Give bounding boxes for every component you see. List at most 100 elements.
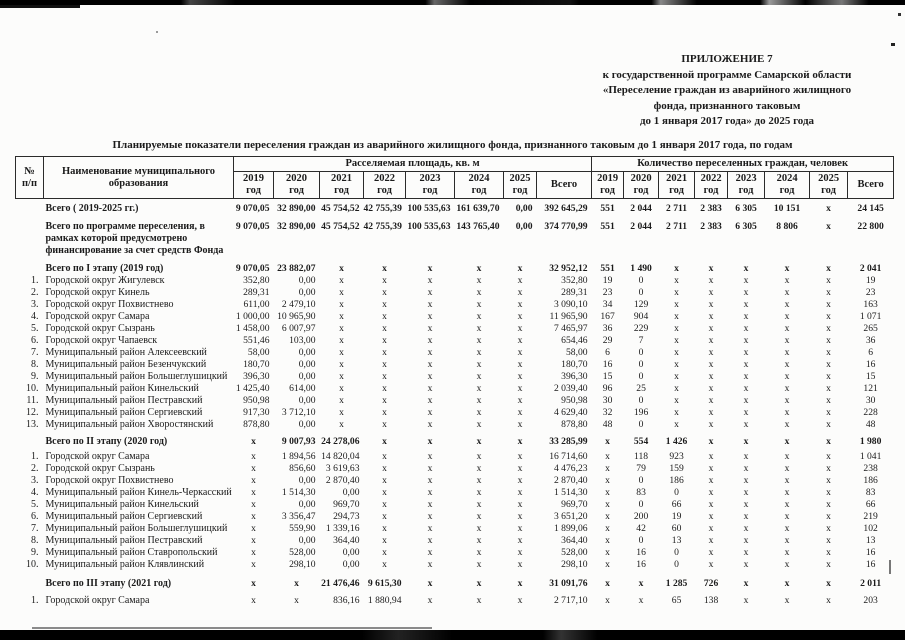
area-value: 396,30 — [561, 371, 588, 382]
area-value: x — [339, 287, 344, 298]
area-value: 4 476,23 — [553, 463, 588, 474]
area-value: x — [339, 335, 344, 346]
count-value: x — [605, 451, 610, 462]
count-value: 163 — [863, 299, 878, 310]
count-value: 0 — [638, 371, 644, 382]
municipality-name: Муниципальный район Клявлинский — [45, 559, 205, 570]
table-row: 1. Городской округ Самара x x 836,16 1 880,94… — [16, 595, 894, 607]
area-value: x — [339, 371, 344, 382]
area-value: x — [476, 436, 482, 447]
count-value: 29 — [602, 335, 613, 346]
count-value: x — [826, 311, 831, 322]
count-value: 186 — [863, 475, 878, 486]
row-number: 9. — [31, 371, 39, 382]
count-value: 13 — [671, 535, 682, 546]
area-value: x — [517, 547, 523, 558]
count-value: 0 — [638, 287, 644, 298]
area-value: 9 070,05 — [235, 221, 270, 232]
year-header: 2020 год — [623, 171, 660, 199]
count-value: 551 — [600, 263, 615, 274]
count-value: x — [826, 511, 831, 522]
count-value: x — [784, 311, 790, 322]
count-value: x — [826, 535, 831, 546]
area-value: 2 039,40 — [553, 383, 588, 394]
area-value: 161 639,70 — [456, 203, 500, 214]
area-value: 45 754,52 — [321, 203, 360, 214]
area-value: x — [427, 463, 433, 474]
count-value: x — [826, 383, 831, 394]
count-value: x — [708, 523, 714, 534]
count-value: 0 — [674, 559, 679, 570]
count-value: x — [743, 335, 749, 346]
area-value: x — [517, 523, 523, 534]
count-value: x — [743, 451, 749, 462]
page-title: Планируемые показатели переселения гражд… — [112, 139, 793, 151]
count-value: 1 041 — [859, 451, 882, 462]
count-value: x — [674, 311, 679, 322]
row-number: 12. — [26, 407, 39, 418]
area-value: x — [476, 463, 482, 474]
area-value: x — [339, 263, 344, 274]
count-value: x — [784, 335, 790, 346]
table-row: 8. Муниципальный район Безенчукский 180,70… — [16, 359, 894, 371]
count-value: x — [784, 547, 790, 558]
count-value: x — [708, 311, 714, 322]
count-value: x — [605, 523, 610, 534]
area-value: 0,00 — [342, 559, 360, 570]
count-value: x — [708, 323, 714, 334]
count-value: 19 — [602, 275, 613, 286]
area-value: x — [427, 311, 433, 322]
area-value: x — [382, 263, 387, 274]
count-value: 2 011 — [860, 578, 882, 589]
area-value: x — [339, 275, 344, 286]
count-value: x — [826, 359, 831, 370]
appendix-block: ПРИЛОЖЕНИЕ 7 к государственной программе… — [557, 52, 897, 130]
row-number — [16, 221, 44, 257]
count-value: 1 426 — [665, 436, 688, 447]
count-value: x — [638, 578, 644, 589]
area-value: 4 629,40 — [553, 407, 588, 418]
area-value: x — [427, 407, 433, 418]
count-value: x — [708, 299, 714, 310]
area-value: x — [476, 323, 482, 334]
count-value: x — [743, 436, 749, 447]
count-value: 1 071 — [859, 311, 882, 322]
area-value: 289,31 — [243, 287, 270, 298]
area-value: 1 514,30 — [281, 487, 316, 498]
count-value: x — [605, 547, 610, 558]
row-number: 4. — [31, 311, 39, 322]
area-value: x — [517, 578, 523, 589]
area-value: x — [517, 487, 523, 498]
count-value: x — [743, 407, 749, 418]
count-value: x — [784, 487, 790, 498]
area-value: 878,80 — [561, 419, 588, 430]
area-value: x — [427, 419, 433, 430]
area-value: x — [382, 359, 387, 370]
count-value: 6 — [605, 347, 610, 358]
area-value: x — [382, 395, 387, 406]
count-value: x — [743, 419, 749, 430]
count-value: 1 490 — [630, 263, 652, 274]
count-value: 2 711 — [666, 203, 688, 214]
count-value: 0 — [638, 475, 644, 486]
count-value: 42 — [636, 523, 646, 534]
count-value: 0 — [638, 395, 644, 406]
count-value: x — [743, 559, 749, 570]
count-value: x — [708, 475, 714, 486]
count-value: 65 — [671, 595, 682, 606]
count-value: 83 — [865, 487, 876, 498]
count-value: 196 — [633, 407, 649, 418]
count-value: 8 806 — [776, 221, 798, 232]
area-value: 392 645,29 — [544, 203, 588, 214]
area-value: x — [427, 547, 433, 558]
count-value: 79 — [636, 463, 646, 474]
area-value: x — [517, 263, 523, 274]
area-value: 2 717,10 — [553, 595, 588, 606]
area-value: 0,00 — [298, 535, 316, 546]
area-value: x — [251, 499, 256, 510]
area-value: x — [476, 559, 482, 570]
count-value: x — [743, 595, 749, 606]
count-value: 60 — [671, 523, 682, 534]
count-value: 118 — [634, 451, 649, 462]
area-value: 7 465,97 — [553, 323, 588, 334]
